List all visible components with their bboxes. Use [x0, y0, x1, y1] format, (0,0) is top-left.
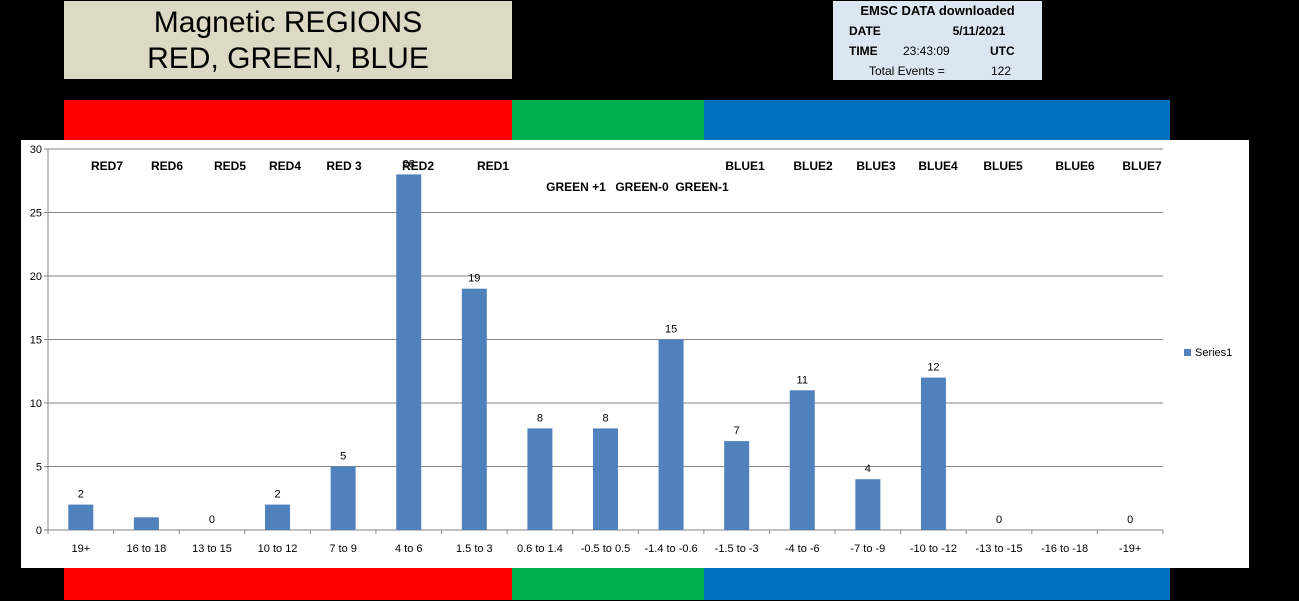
y-tick-label: 0 — [36, 525, 42, 537]
x-tick-label: -0.5 to 0.5 — [581, 543, 631, 555]
chart-area: 0 5 10 15 20 25 30 2 19+ 16 to 18 0 13 to 15 2 10 to … — [21, 140, 1249, 568]
red-band-top — [64, 100, 512, 140]
region-label: RED6 — [151, 159, 183, 173]
data-label: 8 — [602, 412, 608, 424]
x-tick-label: -1.4 to -0.6 — [644, 543, 697, 555]
y-tick-label: 20 — [30, 271, 42, 283]
bar — [68, 504, 94, 530]
bar — [593, 428, 618, 530]
bar — [330, 466, 356, 530]
data-label: 11 — [797, 374, 808, 386]
y-tick-label: 5 — [36, 462, 42, 474]
region-label: GREEN +1 — [546, 180, 606, 194]
x-tick-label: -4 to -6 — [785, 543, 820, 555]
title-box: Magnetic REGIONS RED, GREEN, BLUE — [64, 1, 512, 79]
x-tick-label: 10 to 12 — [258, 543, 298, 555]
x-tick-label: 19+ — [71, 543, 90, 555]
data-label: 5 — [340, 451, 346, 463]
bar — [265, 504, 291, 530]
data-label: 2 — [274, 489, 280, 501]
x-tick-label: -19+ — [1119, 543, 1141, 555]
data-label: 28 — [403, 158, 415, 170]
total-events-label: Total Events = — [869, 64, 945, 78]
bar — [724, 441, 750, 530]
green-band-bottom — [512, 568, 704, 600]
info-box: EMSC DATA downloaded DATE 5/11/2021 TIME… — [833, 1, 1042, 80]
time-value: 23:43:09 — [903, 44, 950, 58]
region-label: GREEN-1 — [675, 180, 729, 194]
bar — [658, 339, 684, 530]
title-line-2: RED, GREEN, BLUE — [147, 42, 429, 75]
region-label: BLUE2 — [793, 159, 833, 173]
bar — [527, 428, 553, 530]
bar — [133, 517, 159, 530]
data-label: 4 — [865, 463, 871, 475]
region-label: RED2 — [402, 159, 434, 173]
y-tick-label: 15 — [30, 335, 42, 347]
data-label: 19 — [468, 273, 480, 285]
x-tick-label: 16 to 18 — [126, 543, 166, 555]
x-tick-label: 0.6 to 1.4 — [517, 543, 563, 555]
data-label: 0 — [209, 514, 215, 526]
data-label: 7 — [734, 425, 740, 437]
region-label: RED 3 — [326, 159, 362, 173]
blue-band-bottom — [704, 568, 1170, 600]
region-label: RED7 — [91, 159, 123, 173]
y-tick-label: 30 — [30, 144, 42, 156]
data-label: 0 — [1127, 514, 1133, 526]
region-label: RED1 — [477, 159, 509, 173]
region-label: BLUE1 — [725, 159, 765, 173]
x-tick-label: 7 to 9 — [329, 543, 357, 555]
region-label: RED4 — [269, 159, 301, 173]
info-header: EMSC DATA downloaded — [860, 3, 1015, 18]
bar — [920, 377, 946, 530]
bar-chart: 0 5 10 15 20 25 30 2 19+ 16 to 18 0 13 to 15 2 10 to … — [30, 144, 1233, 555]
time-label: TIME — [849, 44, 878, 58]
x-tick-label: -13 to -15 — [975, 543, 1022, 555]
green-band-top — [512, 100, 704, 140]
region-label: RED5 — [214, 159, 246, 173]
region-label: BLUE5 — [983, 159, 1023, 173]
data-label: 12 — [927, 362, 939, 374]
red-band-bottom — [64, 568, 512, 600]
x-tick-label: -10 to -12 — [910, 543, 957, 555]
data-label: 0 — [996, 514, 1002, 526]
total-events-value: 122 — [991, 64, 1012, 78]
legend-label: Series1 — [1195, 347, 1232, 359]
x-tick-label: 1.5 to 3 — [456, 543, 493, 555]
region-label: BLUE3 — [856, 159, 896, 173]
data-label: 15 — [665, 324, 677, 336]
x-tick-label: 13 to 15 — [192, 543, 232, 555]
region-label: BLUE7 — [1122, 159, 1162, 173]
y-tick-label: 25 — [30, 208, 42, 220]
legend-swatch — [1184, 349, 1191, 356]
data-label: 2 — [78, 489, 84, 501]
bar — [855, 479, 881, 530]
data-label: 8 — [537, 412, 543, 424]
bar — [396, 174, 422, 530]
time-zone: UTC — [990, 44, 1015, 58]
bar — [461, 288, 487, 530]
y-tick-label: 10 — [30, 398, 42, 410]
x-tick-label: -16 to -18 — [1041, 543, 1088, 555]
title-line-1: Magnetic REGIONS — [153, 6, 423, 39]
region-label: BLUE4 — [918, 159, 958, 173]
date-label: DATE — [849, 24, 881, 38]
x-tick-label: -7 to -9 — [850, 543, 885, 555]
bar — [789, 390, 815, 530]
x-tick-label: 4 to 6 — [395, 543, 423, 555]
x-tick-label: -1.5 to -3 — [715, 543, 759, 555]
region-label: GREEN-0 — [615, 180, 669, 194]
region-label: BLUE6 — [1055, 159, 1095, 173]
date-value: 5/11/2021 — [952, 24, 1006, 38]
blue-band-top — [704, 100, 1170, 140]
